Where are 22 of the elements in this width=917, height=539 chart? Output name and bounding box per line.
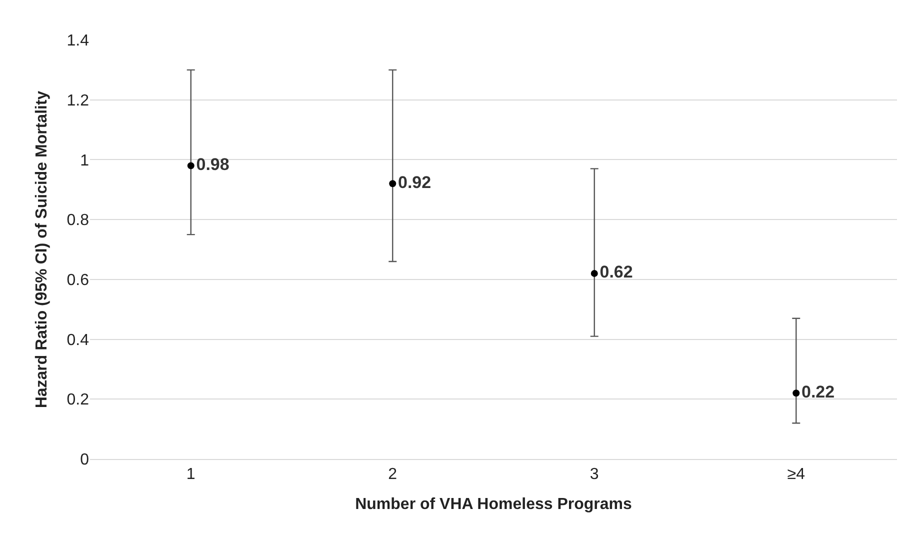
x-tick-label: ≥4 xyxy=(787,466,806,484)
y-tick-label: 0.8 xyxy=(66,212,90,230)
data-label: 0.92 xyxy=(398,172,432,192)
x-tick-label: 2 xyxy=(388,466,398,484)
x-tick-label: 1 xyxy=(186,466,196,484)
x-tick-label: 3 xyxy=(590,466,599,484)
data-label: 0.62 xyxy=(600,262,633,282)
y-tick-label: 0 xyxy=(80,452,90,469)
y-tick-label: 1 xyxy=(80,152,90,170)
y-axis-title: Hazard Ratio (95% CI) of Suicide Mortality xyxy=(34,90,51,408)
y-tick-label: 1.2 xyxy=(66,92,90,110)
point xyxy=(590,270,598,277)
y-tick-label: 1.4 xyxy=(66,32,90,50)
point xyxy=(389,180,396,188)
point xyxy=(187,162,194,170)
data-label: 0.22 xyxy=(802,382,835,402)
y-tick-label: 0.4 xyxy=(66,332,90,349)
y-tick-label: 0.2 xyxy=(66,392,90,409)
x-axis-title: Number of VHA Homeless Programs xyxy=(355,496,632,513)
y-tick-label: 0.6 xyxy=(66,272,90,290)
point xyxy=(792,390,800,397)
data-label: 0.98 xyxy=(196,154,230,174)
